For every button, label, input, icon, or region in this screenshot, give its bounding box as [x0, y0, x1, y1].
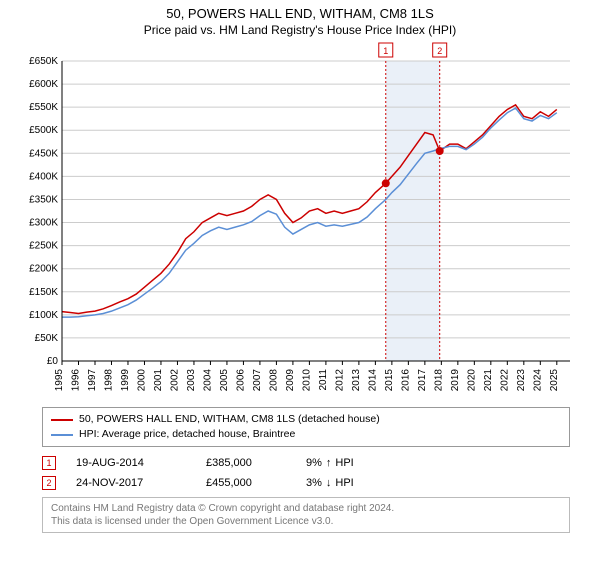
svg-text:£100K: £100K — [29, 310, 58, 321]
svg-text:2008: 2008 — [268, 369, 279, 392]
svg-text:2024: 2024 — [532, 369, 543, 392]
svg-text:£50K: £50K — [35, 333, 59, 344]
legend-label: 50, POWERS HALL END, WITHAM, CM8 1LS (de… — [79, 412, 380, 427]
svg-text:£150K: £150K — [29, 287, 58, 298]
svg-text:2019: 2019 — [450, 369, 461, 392]
svg-text:£400K: £400K — [29, 171, 58, 182]
svg-text:2000: 2000 — [136, 369, 147, 392]
sale-marker-icon: 1 — [42, 456, 56, 470]
sale-row: 2 24-NOV-2017£455,0003%↓HPI — [42, 473, 570, 493]
sale-date: 24-NOV-2017 — [76, 473, 206, 493]
svg-text:1996: 1996 — [70, 369, 81, 392]
sale-diff: 9%↑HPI — [306, 453, 386, 473]
svg-text:2005: 2005 — [219, 369, 230, 392]
svg-text:£200K: £200K — [29, 264, 58, 275]
svg-text:2003: 2003 — [186, 369, 197, 392]
svg-text:2023: 2023 — [516, 369, 527, 392]
svg-text:2006: 2006 — [235, 369, 246, 392]
sale-marker-icon: 2 — [42, 476, 56, 490]
svg-text:2015: 2015 — [384, 369, 395, 392]
chart-area: £0 £50K £100K £150K £200K £250K £300K £350K £400… — [20, 41, 580, 401]
svg-text:2002: 2002 — [169, 369, 180, 392]
chart-subtitle: Price paid vs. HM Land Registry's House … — [0, 23, 600, 37]
svg-text:2: 2 — [437, 46, 442, 56]
svg-text:1995: 1995 — [54, 369, 65, 392]
legend: 50, POWERS HALL END, WITHAM, CM8 1LS (de… — [42, 407, 570, 447]
svg-text:1999: 1999 — [120, 369, 131, 392]
svg-text:2012: 2012 — [334, 369, 345, 392]
svg-text:2004: 2004 — [202, 369, 213, 392]
arrow-down-icon: ↓ — [326, 473, 332, 493]
svg-text:£600K: £600K — [29, 79, 58, 90]
sale-price: £455,000 — [206, 473, 306, 493]
footer-line-1: Contains HM Land Registry data © Crown c… — [51, 502, 561, 515]
svg-text:1997: 1997 — [87, 369, 98, 392]
svg-text:2021: 2021 — [483, 369, 494, 392]
svg-text:2011: 2011 — [318, 369, 329, 391]
sales-list: 1 19-AUG-2014£385,0009%↑HPI 2 24-NOV-2017£4… — [42, 453, 570, 493]
svg-text:2014: 2014 — [367, 369, 378, 392]
svg-text:2001: 2001 — [153, 369, 164, 392]
svg-text:2018: 2018 — [433, 369, 444, 392]
svg-text:2022: 2022 — [499, 369, 510, 392]
legend-swatch — [51, 419, 73, 421]
svg-text:£350K: £350K — [29, 194, 58, 205]
svg-text:2007: 2007 — [252, 369, 263, 392]
legend-item: 50, POWERS HALL END, WITHAM, CM8 1LS (de… — [51, 412, 561, 427]
svg-text:2016: 2016 — [400, 369, 411, 392]
svg-text:1: 1 — [383, 46, 388, 56]
svg-text:2017: 2017 — [417, 369, 428, 392]
svg-text:£0: £0 — [47, 356, 59, 367]
legend-swatch — [51, 434, 73, 436]
footer-line-2: This data is licensed under the Open Gov… — [51, 515, 561, 528]
legend-label: HPI: Average price, detached house, Brai… — [79, 427, 295, 442]
svg-text:£300K: £300K — [29, 218, 58, 229]
svg-text:2009: 2009 — [285, 369, 296, 392]
chart-svg: £0 £50K £100K £150K £200K £250K £300K £350K £400… — [20, 41, 580, 401]
svg-text:2025: 2025 — [549, 369, 560, 392]
sale-price: £385,000 — [206, 453, 306, 473]
svg-text:£250K: £250K — [29, 241, 58, 252]
arrow-up-icon: ↑ — [326, 453, 332, 473]
svg-text:2020: 2020 — [466, 369, 477, 392]
svg-text:2013: 2013 — [351, 369, 362, 392]
svg-text:2010: 2010 — [301, 369, 312, 392]
chart-title: 50, POWERS HALL END, WITHAM, CM8 1LS — [0, 6, 600, 21]
chart-container: 50, POWERS HALL END, WITHAM, CM8 1LS Pri… — [0, 6, 600, 566]
svg-text:£650K: £650K — [29, 56, 58, 67]
svg-text:1998: 1998 — [103, 369, 114, 392]
svg-text:£550K: £550K — [29, 102, 58, 113]
sale-row: 1 19-AUG-2014£385,0009%↑HPI — [42, 453, 570, 473]
svg-text:£500K: £500K — [29, 125, 58, 136]
sale-diff: 3%↓HPI — [306, 473, 386, 493]
footer-attribution: Contains HM Land Registry data © Crown c… — [42, 497, 570, 533]
sale-date: 19-AUG-2014 — [76, 453, 206, 473]
legend-item: HPI: Average price, detached house, Brai… — [51, 427, 561, 442]
svg-text:£450K: £450K — [29, 148, 58, 159]
